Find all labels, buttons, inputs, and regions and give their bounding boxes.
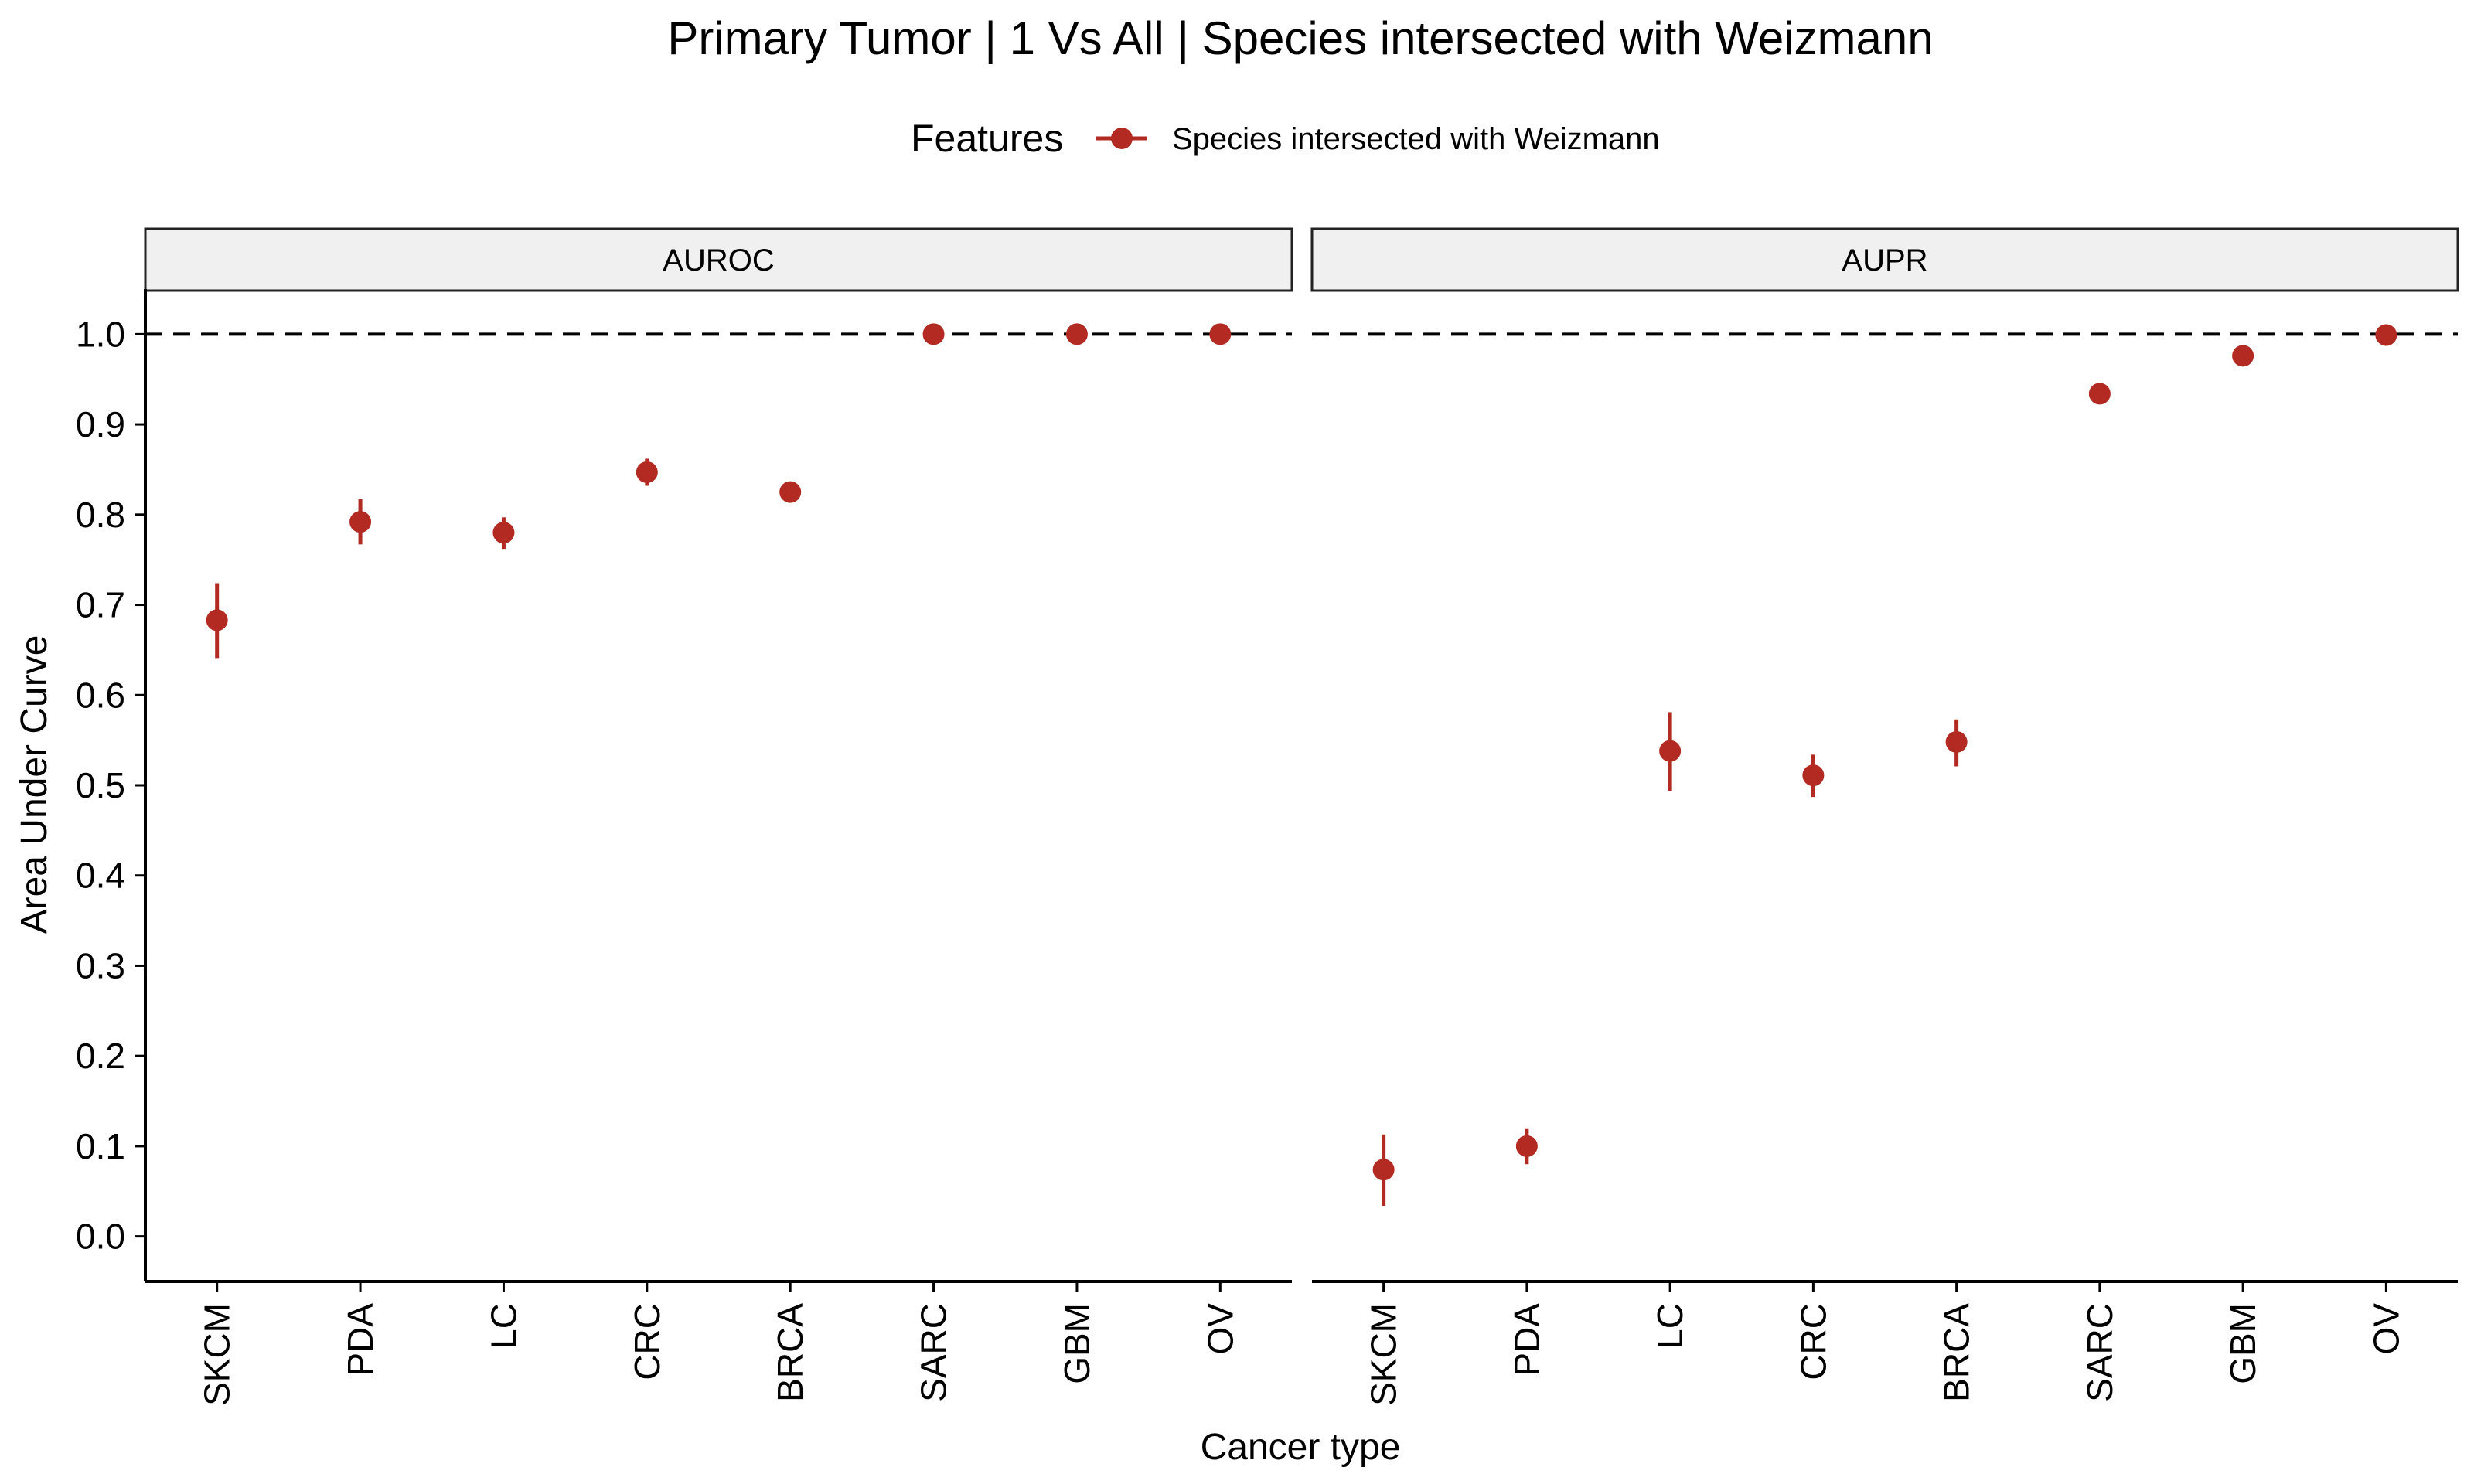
facet-strip	[1310, 227, 2459, 292]
legend-key-point	[1111, 128, 1133, 149]
x-tick-label: LC	[483, 1303, 523, 1349]
panel-auroc: AUROC 0.0 0.1 0.2 0.3 0.4 0.5 0.6 0.7 0.8 0.9 1.0 SK…	[76, 227, 1293, 1406]
data-point	[1372, 1159, 1395, 1181]
data-point	[2232, 345, 2254, 367]
y-tick-label: 0.9	[76, 404, 125, 444]
x-tick-label: BRCA	[770, 1303, 810, 1402]
data-point	[922, 323, 945, 345]
x-tick-label: OV	[2366, 1303, 2406, 1355]
y-tick-label: 0.6	[76, 675, 125, 715]
x-tick-label: SKCM	[197, 1303, 237, 1406]
legend-title: Features	[911, 117, 1063, 160]
y-tick-label: 0.3	[76, 945, 125, 985]
data-point	[1802, 764, 1825, 787]
x-tick-label: GBM	[2223, 1303, 2263, 1384]
data-point	[492, 522, 515, 544]
facet-strip	[144, 227, 1293, 292]
x-tick-label: SARC	[914, 1303, 954, 1402]
data-point	[779, 481, 802, 503]
x-tick-label: BRCA	[1937, 1303, 1977, 1402]
y-tick-label: 0.2	[76, 1036, 125, 1076]
x-tick-label: PDA	[340, 1303, 380, 1377]
data-point	[1209, 323, 1232, 345]
y-tick-label: 0.1	[76, 1126, 125, 1166]
data-point	[2088, 383, 2111, 405]
data-point	[1659, 740, 1682, 762]
data-point	[1515, 1135, 1538, 1157]
panel-aupr: AUPR SKCM PDA LC CRC BRCA SARC GBM OV	[1310, 227, 2459, 1406]
facet-strip-label: AUPR	[1842, 243, 1927, 277]
data-point	[1945, 730, 1968, 753]
x-tick-label: OV	[1200, 1303, 1240, 1355]
y-tick-label: 0.7	[76, 585, 125, 625]
data-point	[636, 461, 658, 483]
legend: Features Species intersected with Weizma…	[911, 117, 1660, 160]
y-tick-label: 0.8	[76, 495, 125, 535]
y-axis-title: Area Under Curve	[14, 635, 55, 934]
x-tick-label: GBM	[1057, 1303, 1097, 1384]
facet-strip-label: AUROC	[663, 243, 774, 277]
x-tick-label: LC	[1650, 1303, 1690, 1349]
y-tick-label: 0.4	[76, 856, 125, 896]
y-tick-label: 0.5	[76, 765, 125, 805]
x-tick-label: PDA	[1507, 1303, 1547, 1377]
data-point	[2375, 324, 2397, 346]
x-tick-label: CRC	[627, 1303, 667, 1380]
x-axis-title: Cancer type	[1201, 1427, 1401, 1468]
y-tick-label: 0.0	[76, 1217, 125, 1257]
data-point	[1065, 323, 1088, 345]
x-tick-label: SKCM	[1364, 1303, 1404, 1406]
x-tick-label: CRC	[1793, 1303, 1833, 1380]
legend-entry-label: Species intersected with Weizmann	[1172, 122, 1660, 156]
data-point	[349, 511, 372, 533]
y-tick-label: 1.0	[76, 314, 125, 354]
chart-title: Primary Tumor | 1 Vs All | Species inter…	[667, 12, 1933, 64]
x-tick-label: SARC	[2080, 1303, 2120, 1402]
data-point	[206, 609, 228, 631]
